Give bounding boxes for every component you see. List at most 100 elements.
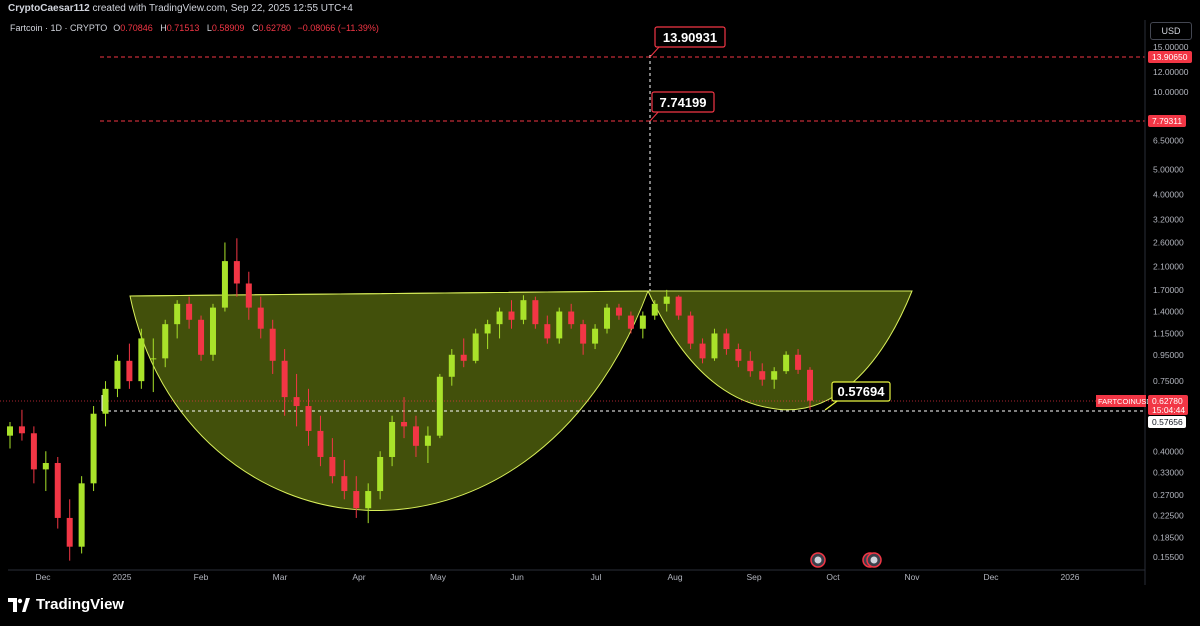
candle[interactable] — [353, 476, 360, 518]
candle[interactable] — [795, 349, 802, 374]
candle[interactable] — [78, 476, 85, 554]
pattern-rim[interactable] — [129, 290, 913, 411]
candle[interactable] — [651, 300, 658, 320]
candle-body — [54, 463, 61, 518]
candle[interactable] — [723, 328, 730, 355]
cup-shape[interactable] — [129, 290, 649, 512]
candle-body — [759, 371, 766, 380]
candle[interactable] — [472, 328, 479, 364]
candle-body — [460, 354, 467, 361]
author-name[interactable]: CryptoCaesar112 — [8, 3, 90, 14]
candle[interactable] — [150, 338, 157, 393]
candle-body — [735, 349, 742, 361]
candle-body — [663, 296, 670, 304]
candle[interactable] — [329, 438, 336, 484]
candle[interactable] — [102, 381, 109, 427]
candle[interactable] — [771, 367, 778, 389]
candle[interactable] — [508, 300, 515, 329]
candle[interactable] — [162, 319, 169, 368]
candle[interactable] — [759, 363, 766, 386]
candle[interactable] — [30, 426, 37, 484]
currency-button[interactable]: USD — [1150, 22, 1192, 40]
candle[interactable] — [245, 271, 252, 320]
candle[interactable] — [663, 289, 670, 312]
candle[interactable] — [615, 303, 622, 320]
time-axis[interactable]: Dec 2025 Feb Mar Apr May Jun Jul Aug Sep Oct Nov Dec… — [8, 569, 1145, 582]
created-text: created with TradingView.com, Sep 22, 20… — [92, 3, 353, 14]
candle[interactable] — [209, 303, 216, 361]
target1-callout-box[interactable] — [654, 26, 726, 48]
candle[interactable] — [675, 295, 682, 320]
candle[interactable] — [18, 409, 25, 441]
support-callout-box[interactable] — [831, 381, 891, 402]
candle[interactable] — [448, 349, 455, 386]
candle[interactable] — [687, 311, 694, 350]
low-label: L — [206, 23, 212, 33]
candle[interactable] — [341, 459, 348, 500]
tradingview-footer[interactable]: TradingView — [8, 596, 124, 613]
candle[interactable] — [7, 421, 13, 449]
cup-and-handle-pattern[interactable] — [129, 290, 913, 512]
candle[interactable] — [114, 354, 121, 398]
candle[interactable] — [807, 367, 813, 410]
candle[interactable] — [174, 300, 181, 339]
candle[interactable] — [735, 343, 742, 368]
candle[interactable] — [592, 324, 599, 350]
candle[interactable] — [412, 415, 419, 457]
candle[interactable] — [66, 499, 73, 561]
candle[interactable] — [544, 315, 551, 344]
candle[interactable] — [401, 397, 408, 439]
symbol-label[interactable]: Fartcoin · 1D · CRYPTO — [10, 23, 108, 33]
y-tick-label: 5.00000 — [1153, 165, 1184, 175]
target2-callout-text: 7.74199 — [660, 95, 707, 110]
y-tick-label: 6.50000 — [1153, 135, 1184, 145]
y-tick-label: 3.20000 — [1153, 214, 1184, 224]
candle[interactable] — [54, 456, 61, 529]
candle[interactable] — [747, 351, 754, 377]
candle[interactable] — [627, 311, 634, 334]
candle[interactable] — [639, 311, 646, 339]
candle[interactable] — [532, 296, 539, 329]
candle[interactable] — [257, 296, 264, 339]
candle[interactable] — [496, 307, 503, 339]
candle[interactable] — [305, 388, 312, 446]
candle[interactable] — [424, 426, 431, 464]
candle[interactable] — [711, 328, 718, 361]
candle[interactable] — [293, 373, 300, 427]
candle[interactable] — [365, 483, 372, 524]
candle[interactable] — [126, 343, 133, 389]
candle-body — [7, 426, 13, 436]
candle[interactable] — [783, 351, 790, 374]
candle[interactable] — [281, 349, 288, 416]
target2-callout-box[interactable] — [651, 91, 715, 113]
candle[interactable] — [436, 373, 443, 439]
candle[interactable] — [90, 406, 97, 492]
candle[interactable] — [460, 338, 467, 368]
candle[interactable] — [317, 415, 324, 467]
candle-body — [687, 315, 694, 344]
candle[interactable] — [269, 319, 276, 374]
candle[interactable] — [568, 303, 575, 329]
candle[interactable] — [604, 303, 611, 334]
candle[interactable] — [520, 295, 527, 325]
candle[interactable] — [221, 242, 228, 312]
price-axis[interactable]: 15.00000 12.00000 10.00000 6.50000 5.00000 4.… — [1144, 20, 1189, 585]
candle[interactable] — [377, 451, 384, 500]
event-flag-icon[interactable] — [810, 552, 826, 568]
candle[interactable] — [556, 307, 563, 344]
candle[interactable] — [198, 315, 205, 361]
candle[interactable] — [138, 328, 145, 389]
close-value: 0.62780 — [258, 23, 291, 33]
candle[interactable] — [186, 296, 193, 329]
candle[interactable] — [233, 238, 240, 297]
candle[interactable] — [389, 415, 396, 467]
candle[interactable] — [580, 319, 587, 355]
event-flag-icon[interactable] — [866, 552, 882, 568]
candle[interactable] — [42, 451, 49, 492]
candle-body — [412, 426, 419, 446]
y-tick-label: 0.40000 — [1153, 446, 1184, 456]
candle[interactable] — [699, 338, 706, 364]
candle[interactable] — [484, 319, 491, 350]
candle-body — [711, 333, 718, 359]
